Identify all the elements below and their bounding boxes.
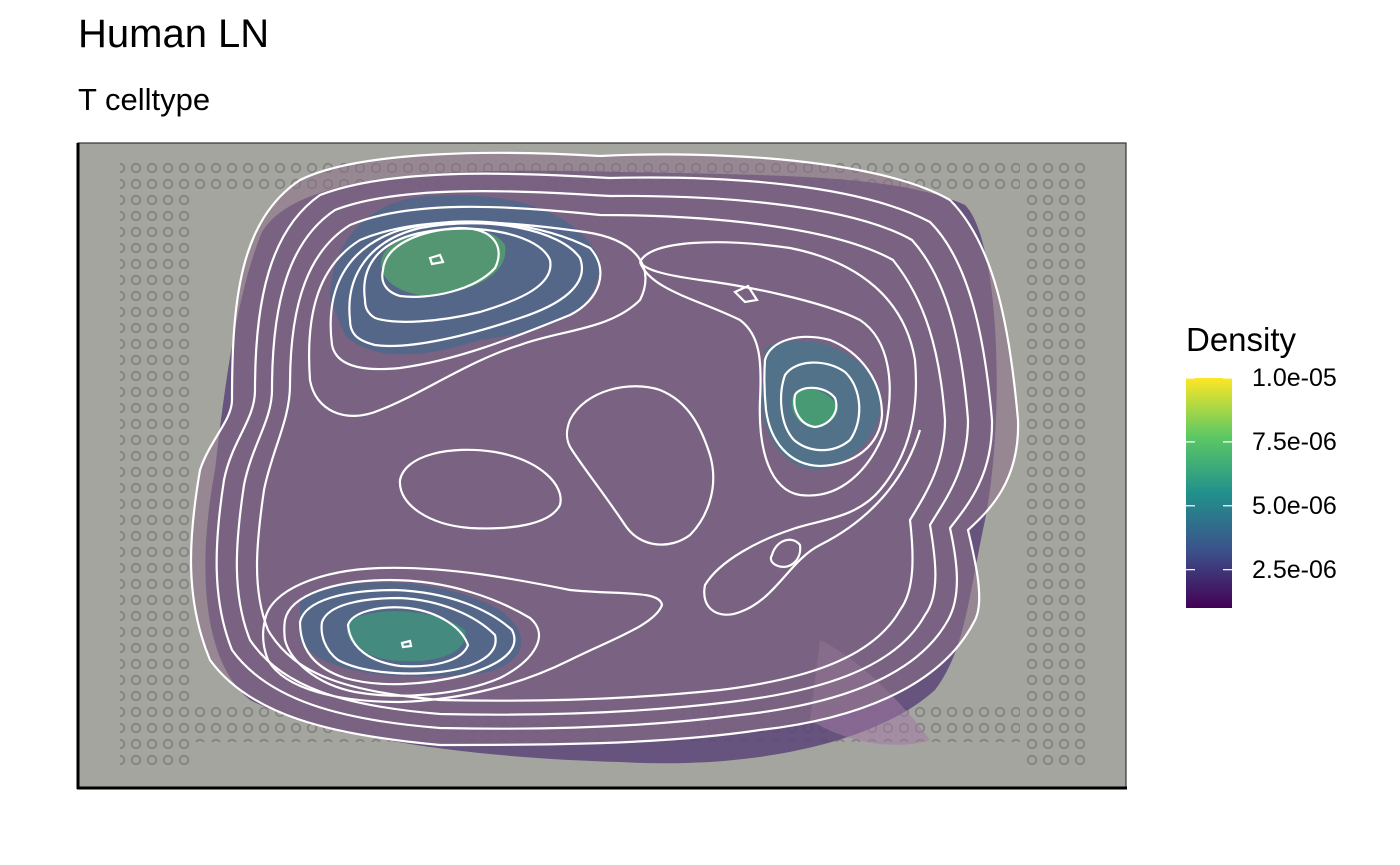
contour-line	[308, 221, 647, 417]
contour-line	[255, 205, 947, 702]
contour-line	[261, 566, 664, 704]
contour-line	[638, 241, 922, 616]
contour-line	[769, 538, 802, 568]
contour-lines	[189, 151, 1020, 747]
legend-tick-label: 2.5e-06	[1252, 555, 1337, 584]
legend-tick-label: 7.5e-06	[1252, 427, 1337, 456]
legend-tick-label: 5.0e-06	[1252, 491, 1337, 520]
contour-line	[793, 386, 838, 429]
contour-line	[780, 361, 861, 452]
contour-line	[381, 226, 500, 298]
contour-line	[400, 639, 413, 649]
contour-line	[346, 606, 470, 668]
contour-line	[235, 190, 970, 716]
contour-line	[763, 335, 884, 468]
tissue-background	[78, 143, 1126, 788]
contour-line	[428, 253, 445, 266]
contour-line	[398, 448, 562, 530]
contour-line	[189, 151, 1020, 747]
contour-line	[298, 588, 516, 686]
legend-tick-label: 1.0e-05	[1252, 364, 1337, 392]
contour-line	[348, 222, 583, 348]
chart-subtitle: T celltype	[78, 82, 211, 117]
contour-line	[565, 385, 715, 546]
contour-line	[363, 227, 552, 323]
contour-line	[283, 578, 541, 697]
contour-line	[320, 596, 497, 675]
legend-ticks	[1186, 377, 1232, 571]
contour-line	[215, 172, 994, 730]
contour-line	[638, 261, 891, 497]
contour-line	[733, 284, 759, 304]
contour-line	[329, 220, 602, 371]
legend-title: Density	[1186, 321, 1297, 358]
legend-colorbar	[1186, 378, 1232, 608]
chart-title: Human LN	[78, 12, 270, 56]
